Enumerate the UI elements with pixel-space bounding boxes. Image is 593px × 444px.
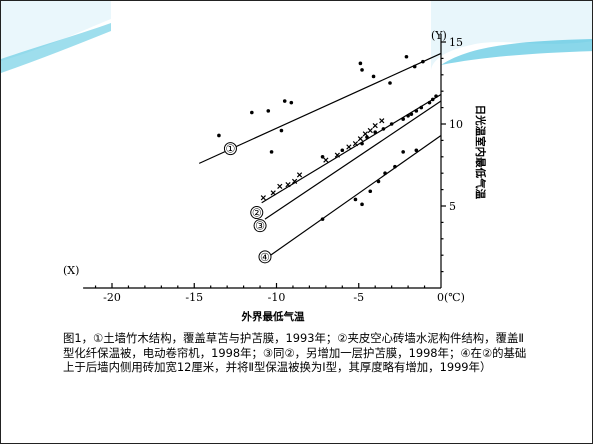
- data-point-③: [415, 109, 419, 113]
- regression-line-④: [268, 135, 441, 256]
- regression-line-③: [265, 101, 441, 219]
- x-axis-title: 外界最低气温: [241, 310, 305, 323]
- plot: -20 -15 -10 -5 0(℃) 5 10 15 (X) (Y) 外界最低气温 日光温室内最低气…: [63, 29, 487, 323]
- data-point-②: [271, 191, 275, 195]
- data-point-②: [324, 158, 328, 162]
- data-point-③: [341, 148, 345, 152]
- data-point-①: [413, 65, 417, 69]
- data-point-③: [434, 94, 438, 98]
- data-point-①: [405, 55, 409, 59]
- data-point-③: [410, 112, 414, 116]
- data-point-③: [382, 127, 386, 131]
- data-point-①: [421, 60, 425, 64]
- data-point-②: [380, 119, 384, 123]
- data-point-③: [401, 117, 405, 121]
- data-point-③: [419, 106, 423, 110]
- data-point-④: [401, 150, 405, 154]
- data-point-①: [290, 101, 294, 105]
- data-point-③: [365, 135, 369, 139]
- data-point-②: [353, 141, 357, 145]
- data-point-①: [280, 129, 284, 133]
- figure-caption: 图1，①土墙竹木结构，覆盖草苫与护苫膜，1993年；②夹皮空心砖墙水泥构件结构，…: [63, 331, 533, 375]
- x-tick-label: -5: [353, 291, 364, 304]
- data-point-②: [347, 145, 351, 149]
- data-point-①: [250, 111, 254, 115]
- data-point-④: [377, 180, 381, 184]
- data-point-③: [428, 101, 432, 105]
- data-point-③: [390, 122, 394, 126]
- data-point-④: [415, 148, 419, 152]
- data-point-①: [217, 134, 221, 138]
- data-point-①: [388, 81, 392, 85]
- data-point-②: [297, 173, 301, 177]
- x-tick-label: -10: [268, 291, 286, 304]
- data-point-③: [431, 98, 435, 102]
- data-point-②: [368, 128, 372, 132]
- data-point-④: [360, 203, 364, 207]
- series-label-③: ③: [255, 220, 265, 233]
- data-point-④: [321, 217, 325, 221]
- data-point-②: [261, 196, 265, 200]
- data-point-①: [270, 150, 274, 154]
- series-label-①: ①: [226, 143, 236, 156]
- y-axis-mark: (Y): [431, 29, 447, 42]
- header-wave-decoration: [1, 1, 593, 73]
- data-point-①: [359, 62, 363, 66]
- data-point-②: [278, 184, 282, 188]
- data-point-①: [360, 68, 364, 72]
- y-tick-label: 15: [449, 36, 463, 49]
- data-point-④: [393, 165, 397, 169]
- series-label-④: ④: [260, 251, 270, 264]
- data-point-④: [354, 198, 358, 202]
- data-point-①: [266, 109, 270, 113]
- data-point-③: [360, 142, 364, 146]
- data-point-④: [383, 171, 387, 175]
- data-point-①: [372, 75, 376, 79]
- data-point-④: [368, 189, 372, 193]
- y-axis-title: 日光温室内最低气温: [474, 105, 487, 200]
- data-point-③: [373, 130, 377, 134]
- x-tick-label: -15: [185, 291, 203, 304]
- data-point-③: [321, 155, 325, 159]
- data-point-①: [283, 99, 287, 103]
- data-point-②: [373, 123, 377, 127]
- x-axis-mark: (X): [63, 264, 79, 277]
- series-label-②: ②: [252, 207, 262, 220]
- x-tick-label: -20: [103, 291, 121, 304]
- x-unit-label: 0(℃): [437, 291, 465, 304]
- y-tick-label: 5: [449, 200, 456, 213]
- data-point-③: [406, 114, 410, 118]
- data-point-②: [358, 137, 362, 141]
- y-tick-label: 10: [449, 118, 463, 131]
